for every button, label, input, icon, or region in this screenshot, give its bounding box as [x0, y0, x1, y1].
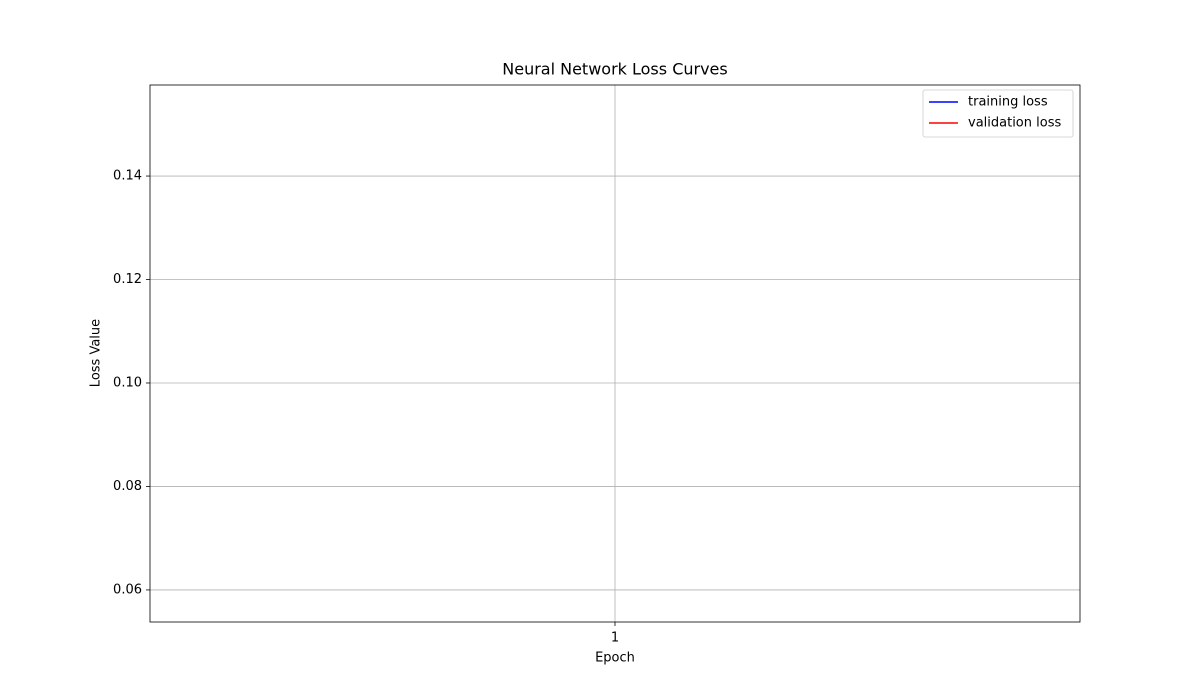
y-axis-label: Loss Value: [89, 319, 104, 387]
y-tick-label: 0.14: [113, 169, 142, 184]
chart-title: Neural Network Loss Curves: [502, 60, 727, 79]
legend-box: [922, 89, 1074, 138]
y-tick-label: 0.10: [113, 375, 142, 390]
legend-label: training loss: [968, 95, 1048, 110]
y-tick-label: 0.12: [113, 272, 142, 287]
x-tick-label: 1: [611, 631, 619, 646]
y-tick-label: 0.08: [113, 479, 142, 494]
plot-frame: [149, 84, 1081, 623]
y-tick-label: 0.06: [113, 582, 142, 597]
x-axis-label: Epoch: [595, 651, 635, 666]
legend-label: validation loss: [968, 116, 1061, 131]
